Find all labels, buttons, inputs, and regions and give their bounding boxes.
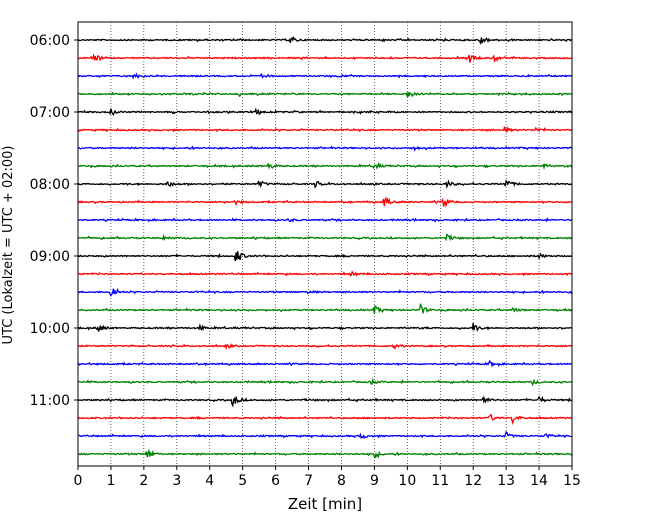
trace-1100 xyxy=(77,395,573,408)
y-tick-label: 06:00 xyxy=(30,33,70,49)
x-tick-label: 3 xyxy=(172,473,181,489)
y-axis-label: UTC (Lokalzeit = UTC + 02:00) xyxy=(1,146,16,345)
trace-1030 xyxy=(77,359,573,368)
x-tick-label: 1 xyxy=(106,473,115,489)
trace-0700 xyxy=(77,107,573,116)
trace-0945 xyxy=(77,303,573,314)
trace-0645 xyxy=(77,91,573,98)
x-tick-label: 4 xyxy=(205,473,214,489)
trace-0615 xyxy=(77,53,573,63)
trace-0630 xyxy=(77,72,573,80)
trace-0830 xyxy=(77,217,573,223)
y-tick-label: 11:00 xyxy=(30,393,70,409)
x-tick-label: 10 xyxy=(398,473,416,489)
x-tick-label: 12 xyxy=(464,473,482,489)
y-tick-label: 07:00 xyxy=(30,105,70,121)
x-tick-label: 7 xyxy=(304,473,313,489)
x-tick-label: 15 xyxy=(563,473,581,489)
trace-1115 xyxy=(77,414,573,426)
trace-1145 xyxy=(77,448,573,459)
trace-0800 xyxy=(77,179,573,189)
seismic-traces xyxy=(77,36,573,459)
x-tick-label: 8 xyxy=(337,473,346,489)
y-tick-label: 10:00 xyxy=(30,321,70,337)
plot-frame xyxy=(77,21,573,467)
x-axis-ticks: 0 1 2 3 4 5 6 7 8 9 10 11 12 13 14 15 xyxy=(74,466,581,489)
trace-0715 xyxy=(77,126,573,133)
x-tick-label: 9 xyxy=(370,473,379,489)
x-tick-label: 0 xyxy=(74,473,83,489)
trace-0900 xyxy=(77,251,573,262)
y-tick-label: 08:00 xyxy=(30,177,70,193)
trace-1130 xyxy=(78,430,572,440)
trace-0815 xyxy=(77,196,573,208)
y-tick-label: 09:00 xyxy=(30,249,70,265)
trace-1045 xyxy=(77,377,573,387)
x-tick-label: 13 xyxy=(497,473,515,489)
trace-0600 xyxy=(77,36,573,45)
trace-0930 xyxy=(77,287,573,297)
trace-1000 xyxy=(77,323,573,333)
trace-0845 xyxy=(77,233,573,242)
x-tick-label: 5 xyxy=(238,473,247,489)
grid-lines xyxy=(110,22,540,466)
trace-0915 xyxy=(77,270,573,277)
trace-0745 xyxy=(77,162,573,171)
x-tick-label: 2 xyxy=(139,473,148,489)
y-axis-ticks: 06:00 07:00 08:00 09:00 10:00 11:00 xyxy=(30,33,78,409)
x-axis-label: Zeit [min] xyxy=(288,495,362,513)
x-tick-label: 6 xyxy=(271,473,280,489)
x-tick-label: 11 xyxy=(431,473,449,489)
trace-0730 xyxy=(77,145,573,152)
x-tick-label: 14 xyxy=(530,473,548,489)
trace-1015 xyxy=(77,343,573,351)
